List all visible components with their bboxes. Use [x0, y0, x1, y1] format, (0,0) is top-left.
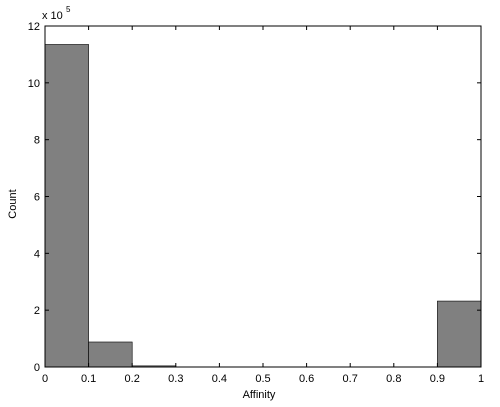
- x-tick-label: 0: [42, 373, 48, 385]
- y-tick-label: 6: [34, 192, 40, 204]
- x-tick-label: 0.1: [81, 373, 96, 385]
- bar: [44, 44, 89, 368]
- y-multiplier-exponent: 5: [66, 5, 71, 14]
- y-tick-label: 12: [28, 21, 40, 33]
- y-tick-label: 8: [34, 135, 40, 147]
- y-tick-label: 2: [34, 305, 40, 317]
- y-multiplier-base: x 10: [42, 10, 63, 22]
- x-tick-label: 0.6: [299, 373, 314, 385]
- y-tick-label: 4: [34, 248, 40, 260]
- y-tick-label: 0: [34, 362, 40, 374]
- x-tick-label: 0.9: [430, 373, 445, 385]
- bar: [88, 341, 133, 368]
- y-axis-label: Count: [7, 189, 19, 218]
- x-tick-label: 0.4: [212, 373, 227, 385]
- x-tick-label: 0.3: [168, 373, 183, 385]
- x-axis-label: Affinity: [243, 389, 276, 401]
- x-tick-label: 0.5: [255, 373, 270, 385]
- y-tick-label: 10: [28, 78, 40, 90]
- axes-box: [44, 25, 482, 368]
- x-tick-label: 1: [478, 373, 484, 385]
- x-tick-label: 0.7: [343, 373, 358, 385]
- bar: [437, 300, 482, 368]
- x-tick-label: 0.8: [386, 373, 401, 385]
- x-tick-label: 0.2: [125, 373, 140, 385]
